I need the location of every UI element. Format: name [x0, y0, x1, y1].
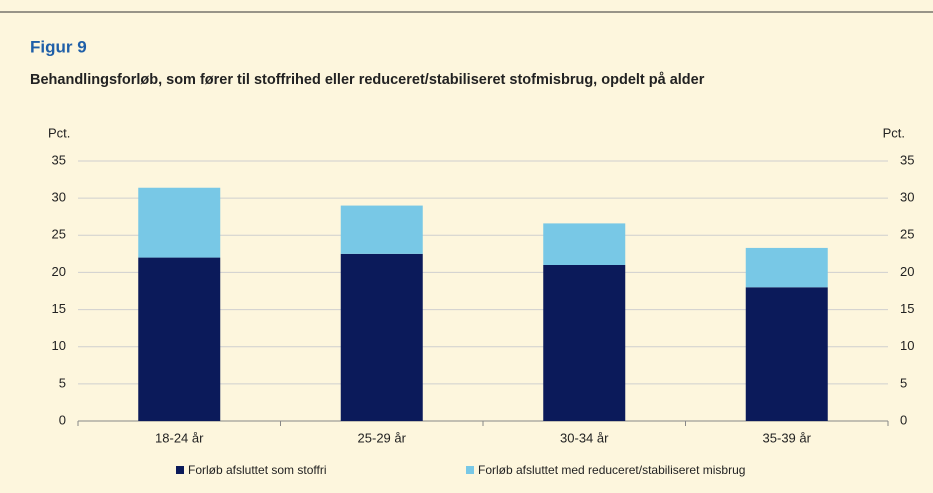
- y2-tick-label: 10: [900, 338, 914, 353]
- bar-segment: [745, 287, 828, 421]
- y2-tick-label: 5: [900, 375, 907, 390]
- x-tick-label: 25-29 år: [358, 430, 407, 445]
- y2-tick-label: 25: [900, 227, 914, 242]
- y-tick-label: 0: [59, 412, 66, 427]
- legend-label: Forløb afsluttet som stoffri: [188, 463, 327, 477]
- y-tick-label: 20: [52, 264, 66, 279]
- y-axis-label: Pct.: [48, 125, 70, 140]
- y-tick-label: 10: [52, 338, 66, 353]
- x-tick-label: 30-34 år: [560, 430, 609, 445]
- bar-segment: [543, 223, 626, 265]
- y2-tick-label: 15: [900, 301, 914, 316]
- y-tick-label: 25: [52, 227, 66, 242]
- chart-title: Figur 9: [30, 37, 87, 56]
- legend-swatch: [466, 466, 474, 474]
- legend-swatch: [176, 466, 184, 474]
- y2-axis-label: Pct.: [883, 125, 905, 140]
- y2-tick-label: 0: [900, 412, 907, 427]
- bar-segment: [745, 247, 828, 288]
- y2-tick-label: 30: [900, 190, 914, 205]
- bar-segment: [138, 257, 221, 421]
- bar-segment: [138, 187, 221, 258]
- y2-tick-label: 35: [900, 152, 914, 167]
- legend-label: Forløb afsluttet med reduceret/stabilise…: [478, 463, 745, 477]
- y-tick-label: 5: [59, 375, 66, 390]
- bar-segment: [543, 265, 626, 421]
- bar-segment: [340, 205, 423, 254]
- y-tick-label: 30: [52, 190, 66, 205]
- y-tick-label: 35: [52, 152, 66, 167]
- x-tick-label: 18-24 år: [155, 430, 204, 445]
- y-tick-label: 15: [52, 301, 66, 316]
- x-tick-label: 35-39 år: [763, 430, 812, 445]
- bar-segment: [340, 253, 423, 421]
- y2-tick-label: 20: [900, 264, 914, 279]
- chart-subtitle: Behandlingsforløb, som fører til stoffri…: [30, 72, 705, 88]
